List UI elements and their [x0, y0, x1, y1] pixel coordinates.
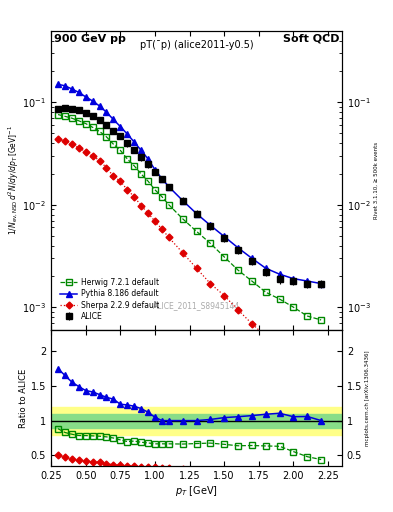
Pythia 8.186 default — [56, 81, 61, 88]
Herwig 7.2.1 default — [111, 141, 116, 147]
Herwig 7.2.1 default — [125, 156, 130, 162]
Herwig 7.2.1 default — [236, 267, 241, 273]
Sherpa 2.2.9 default — [194, 265, 199, 271]
Line: Sherpa 2.2.9 default: Sherpa 2.2.9 default — [55, 136, 323, 383]
Sherpa 2.2.9 default — [90, 153, 95, 159]
Herwig 7.2.1 default — [277, 296, 282, 302]
Y-axis label: Rivet 3.1.10, ≥ 500k events: Rivet 3.1.10, ≥ 500k events — [373, 142, 378, 219]
Pythia 8.186 default — [97, 103, 102, 109]
Sherpa 2.2.9 default — [236, 307, 241, 313]
Herwig 7.2.1 default — [76, 118, 81, 124]
Pythia 8.186 default — [111, 116, 116, 122]
Sherpa 2.2.9 default — [263, 333, 268, 339]
Pythia 8.186 default — [250, 255, 254, 262]
Pythia 8.186 default — [62, 83, 67, 89]
Herwig 7.2.1 default — [118, 147, 123, 154]
Pythia 8.186 default — [222, 233, 226, 240]
X-axis label: $p_{T}$ [GeV]: $p_{T}$ [GeV] — [175, 483, 218, 498]
Herwig 7.2.1 default — [132, 163, 136, 169]
Herwig 7.2.1 default — [104, 134, 109, 140]
Y-axis label: $1/N_{\rm ev,NSD}\,d^{2}N/dy/dp_{T}\,[\rm GeV]^{-1}$: $1/N_{\rm ev,NSD}\,d^{2}N/dy/dp_{T}\,[\r… — [7, 125, 21, 236]
Pythia 8.186 default — [305, 278, 310, 284]
Herwig 7.2.1 default — [194, 228, 199, 234]
Sherpa 2.2.9 default — [76, 145, 81, 151]
Bar — [51, 414, 342, 428]
Text: Soft QCD: Soft QCD — [283, 34, 339, 44]
Sherpa 2.2.9 default — [104, 165, 109, 171]
Text: 900 GeV pp: 900 GeV pp — [54, 34, 126, 44]
Pythia 8.186 default — [263, 265, 268, 271]
Herwig 7.2.1 default — [250, 278, 254, 284]
Pythia 8.186 default — [76, 89, 81, 95]
Text: ALICE_2011_S8945144: ALICE_2011_S8945144 — [153, 302, 240, 310]
Herwig 7.2.1 default — [139, 171, 143, 177]
Sherpa 2.2.9 default — [83, 148, 88, 155]
Herwig 7.2.1 default — [83, 120, 88, 126]
Pythia 8.186 default — [70, 86, 74, 92]
Herwig 7.2.1 default — [263, 289, 268, 295]
Sherpa 2.2.9 default — [56, 136, 61, 142]
Sherpa 2.2.9 default — [291, 356, 296, 362]
Herwig 7.2.1 default — [222, 254, 226, 260]
Sherpa 2.2.9 default — [62, 138, 67, 144]
Herwig 7.2.1 default — [319, 317, 323, 323]
Sherpa 2.2.9 default — [167, 234, 171, 241]
Pythia 8.186 default — [118, 123, 123, 130]
Legend: Herwig 7.2.1 default, Pythia 8.186 default, Sherpa 2.2.9 default, ALICE: Herwig 7.2.1 default, Pythia 8.186 defau… — [58, 275, 161, 323]
Sherpa 2.2.9 default — [70, 141, 74, 147]
Herwig 7.2.1 default — [70, 115, 74, 121]
Pythia 8.186 default — [236, 245, 241, 251]
Bar — [51, 407, 342, 435]
Pythia 8.186 default — [291, 275, 296, 282]
Herwig 7.2.1 default — [208, 240, 213, 246]
Sherpa 2.2.9 default — [152, 218, 157, 224]
Pythia 8.186 default — [167, 184, 171, 190]
Y-axis label: Ratio to ALICE: Ratio to ALICE — [19, 368, 28, 428]
Herwig 7.2.1 default — [146, 178, 151, 184]
Pythia 8.186 default — [152, 166, 157, 173]
Pythia 8.186 default — [132, 139, 136, 145]
Pythia 8.186 default — [319, 281, 323, 287]
Sherpa 2.2.9 default — [146, 210, 151, 216]
Sherpa 2.2.9 default — [97, 158, 102, 164]
Pythia 8.186 default — [125, 131, 130, 137]
Pythia 8.186 default — [146, 156, 151, 162]
Pythia 8.186 default — [208, 222, 213, 228]
Pythia 8.186 default — [194, 210, 199, 217]
Herwig 7.2.1 default — [90, 124, 95, 131]
Sherpa 2.2.9 default — [125, 187, 130, 193]
Pythia 8.186 default — [104, 109, 109, 115]
Sherpa 2.2.9 default — [111, 173, 116, 179]
Herwig 7.2.1 default — [291, 304, 296, 310]
Herwig 7.2.1 default — [167, 202, 171, 208]
Sherpa 2.2.9 default — [250, 321, 254, 327]
Herwig 7.2.1 default — [180, 216, 185, 222]
Line: Herwig 7.2.1 default: Herwig 7.2.1 default — [55, 112, 324, 323]
Sherpa 2.2.9 default — [180, 250, 185, 256]
Pythia 8.186 default — [83, 94, 88, 100]
Sherpa 2.2.9 default — [208, 281, 213, 287]
Sherpa 2.2.9 default — [139, 203, 143, 209]
Sherpa 2.2.9 default — [118, 178, 123, 184]
Sherpa 2.2.9 default — [305, 368, 310, 374]
Herwig 7.2.1 default — [62, 113, 67, 119]
Pythia 8.186 default — [277, 271, 282, 278]
Y-axis label: mcplots.cern.ch [arXiv:1306.3436]: mcplots.cern.ch [arXiv:1306.3436] — [365, 350, 370, 446]
Line: Pythia 8.186 default: Pythia 8.186 default — [55, 81, 324, 287]
Herwig 7.2.1 default — [152, 187, 157, 193]
Sherpa 2.2.9 default — [160, 226, 164, 232]
Pythia 8.186 default — [180, 198, 185, 204]
Herwig 7.2.1 default — [56, 112, 61, 118]
Text: pT(¯p) (alice2011-y0.5): pT(¯p) (alice2011-y0.5) — [140, 40, 253, 50]
Sherpa 2.2.9 default — [319, 378, 323, 384]
Herwig 7.2.1 default — [160, 194, 164, 200]
Pythia 8.186 default — [160, 176, 164, 182]
Sherpa 2.2.9 default — [277, 345, 282, 351]
Herwig 7.2.1 default — [97, 129, 102, 135]
Pythia 8.186 default — [139, 147, 143, 154]
Sherpa 2.2.9 default — [222, 292, 226, 298]
Herwig 7.2.1 default — [305, 313, 310, 319]
Pythia 8.186 default — [90, 98, 95, 104]
Sherpa 2.2.9 default — [132, 194, 136, 200]
